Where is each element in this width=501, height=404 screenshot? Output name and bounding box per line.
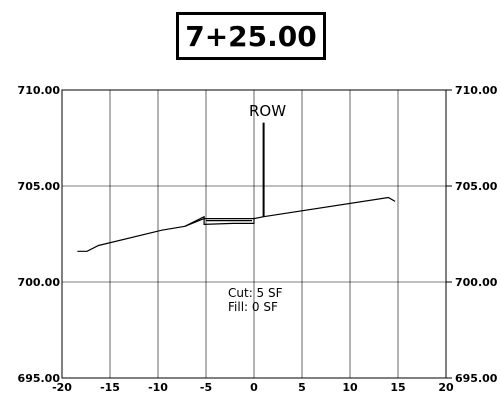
axis-tick-labels: -20 -15 -10 -5 0 5 10 15 20 710.00 710.00 705.00 705… — [18, 84, 498, 394]
ground-profile-lines — [77, 196, 396, 252]
station-label: 7+25.00 — [185, 19, 317, 53]
y-tick-label-left: 695.00 — [18, 372, 61, 385]
profile-line — [77, 196, 396, 252]
fill-volume-label: Fill: 0 SF — [228, 300, 278, 314]
y-tick-label-right: 710.00 — [455, 84, 498, 97]
y-tick-label-right: 695.00 — [455, 372, 498, 385]
cut-volume-label: Cut: 5 SF — [228, 286, 283, 300]
y-tick-label-left: 705.00 — [18, 180, 61, 193]
x-tick-label: -15 — [100, 381, 120, 394]
x-tick-label: 0 — [250, 381, 258, 394]
x-tick-label: -10 — [148, 381, 168, 394]
station-label-box: 7+25.00 — [176, 12, 326, 60]
y-tick-label-left: 710.00 — [18, 84, 61, 97]
y-tick-label-left: 700.00 — [18, 276, 61, 289]
x-tick-label: 5 — [298, 381, 306, 394]
y-tick-label-right: 700.00 — [455, 276, 498, 289]
row-label: ROW — [249, 102, 286, 120]
x-tick-label: 20 — [438, 381, 454, 394]
x-tick-label: 10 — [342, 381, 358, 394]
x-tick-label: 15 — [390, 381, 405, 394]
x-tick-label: -20 — [52, 381, 72, 394]
plot-grid — [61, 89, 452, 379]
y-tick-label-right: 705.00 — [455, 180, 498, 193]
x-tick-label: -5 — [200, 381, 212, 394]
profile-line — [184, 215, 255, 227]
